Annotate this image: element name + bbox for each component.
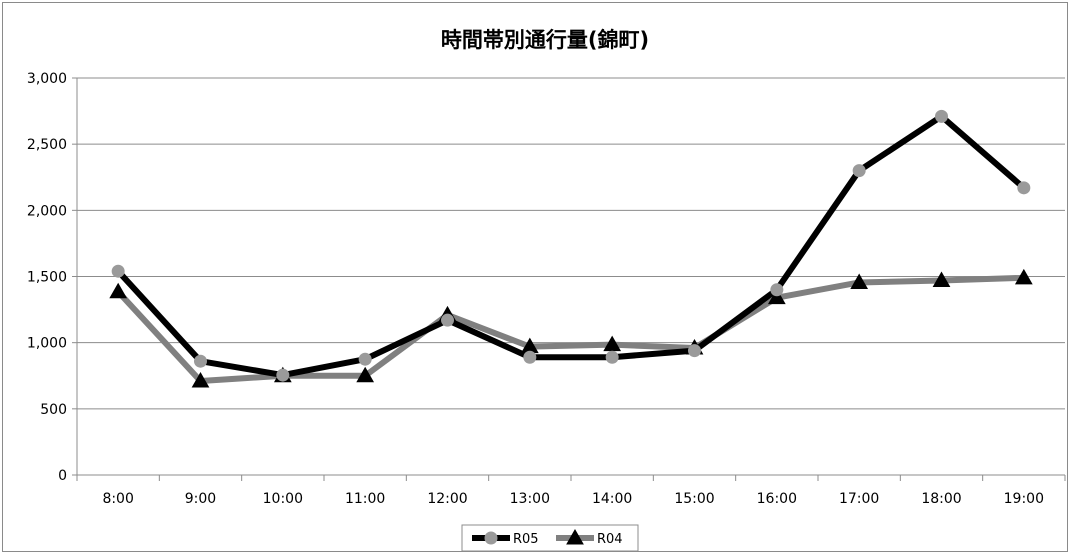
y-tick-label: 2,500 bbox=[27, 137, 67, 153]
series-markers-r05 bbox=[111, 109, 1031, 382]
x-tick-label: 17:00 bbox=[839, 491, 879, 507]
data-point-r04 bbox=[191, 372, 210, 388]
y-tick-label: 2,000 bbox=[27, 203, 67, 219]
data-point-r04 bbox=[767, 288, 786, 305]
x-tick-label: 9:00 bbox=[185, 491, 216, 507]
legend-marker bbox=[484, 531, 498, 545]
gridlines bbox=[77, 77, 1065, 410]
data-point-r05 bbox=[194, 354, 207, 368]
x-tick-label: 19:00 bbox=[1004, 491, 1044, 507]
data-point-r04 bbox=[109, 282, 128, 299]
series-r05 bbox=[115, 113, 1027, 379]
data-point-r05 bbox=[276, 368, 290, 382]
data-point-r05 bbox=[770, 283, 784, 297]
data-point-r05 bbox=[935, 109, 948, 123]
x-tick-label: 13:00 bbox=[510, 491, 550, 507]
series-line-r04 bbox=[115, 274, 1027, 385]
data-point-r05 bbox=[523, 350, 537, 364]
data-point-r04 bbox=[850, 273, 869, 289]
x-tick-label: 14:00 bbox=[592, 491, 632, 507]
x-tick-label: 8:00 bbox=[102, 491, 133, 507]
y-tick-label: 500 bbox=[40, 402, 67, 418]
data-point-r04 bbox=[356, 366, 375, 383]
data-point-r05 bbox=[605, 350, 619, 364]
legend: R05 R04 bbox=[461, 524, 639, 552]
series-r04 bbox=[115, 274, 1027, 385]
legend-label: R04 bbox=[597, 532, 623, 547]
legend-marker bbox=[566, 528, 584, 545]
y-tick-label: 1,000 bbox=[27, 336, 67, 352]
data-point-r05 bbox=[111, 264, 125, 278]
data-point-r05 bbox=[688, 344, 701, 358]
legend-entry-r05: R05 bbox=[472, 531, 539, 547]
data-point-r04 bbox=[932, 271, 951, 287]
series-line-r05 bbox=[115, 113, 1027, 379]
data-point-r05 bbox=[441, 313, 454, 327]
data-point-r04 bbox=[603, 335, 622, 352]
x-tick-label: 15:00 bbox=[674, 491, 714, 507]
axes: 0 500 1,000 1,500 2,000 2,500 3,000 8:00 9:00 10:… bbox=[27, 71, 1066, 507]
data-point-r04 bbox=[1014, 268, 1033, 285]
data-point-r05 bbox=[358, 352, 372, 366]
x-tick-label: 18:00 bbox=[921, 491, 961, 507]
legend-label: R05 bbox=[513, 532, 539, 547]
x-tick-label: 16:00 bbox=[757, 491, 797, 507]
y-tick-label: 1,500 bbox=[27, 270, 67, 286]
y-tick-label: 3,000 bbox=[27, 71, 67, 87]
y-tick-label: 0 bbox=[58, 468, 67, 484]
data-point-r05 bbox=[852, 164, 866, 178]
x-tick-label: 11:00 bbox=[345, 491, 385, 507]
chart-title: 時間帯別通行量(錦町) bbox=[441, 28, 649, 52]
data-point-r05 bbox=[1017, 181, 1031, 195]
x-tick-label: 10:00 bbox=[263, 491, 303, 507]
series-layer bbox=[109, 109, 1033, 388]
legend-entry-r04: R04 bbox=[556, 528, 623, 547]
x-tick-label: 12:00 bbox=[427, 491, 467, 507]
